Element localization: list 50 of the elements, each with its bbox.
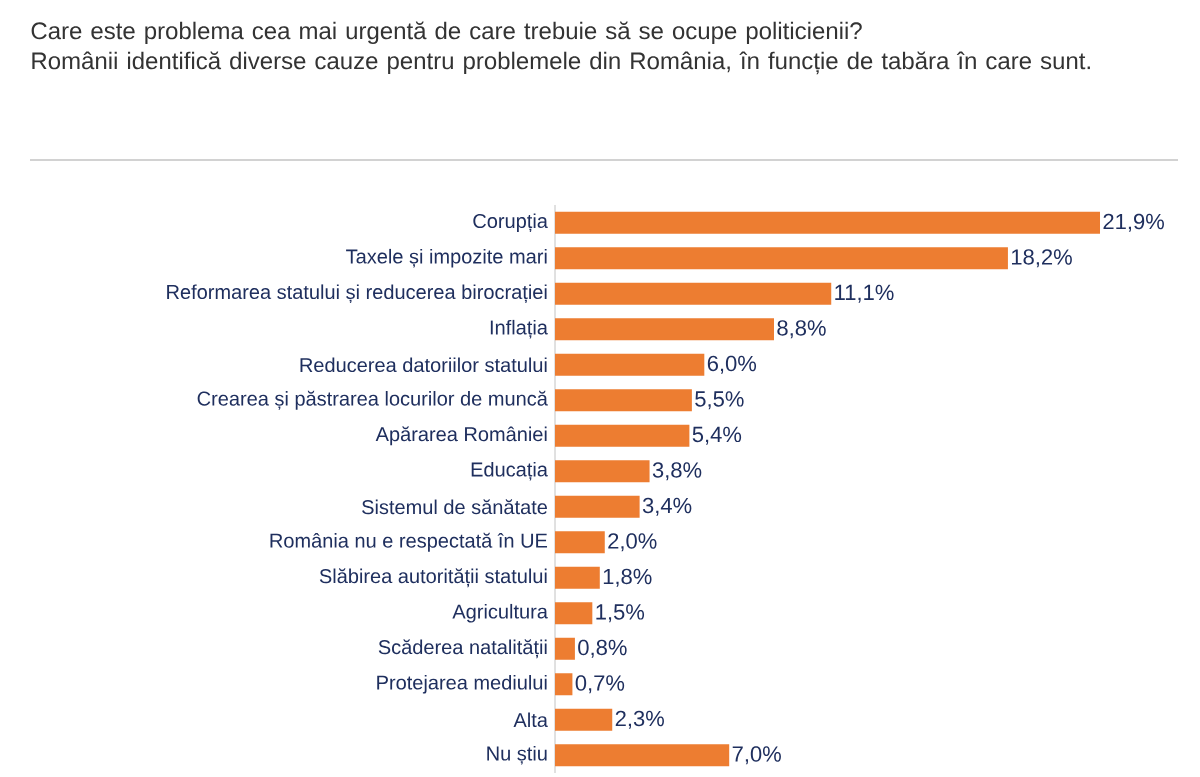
data-label: 18,2% (1011, 249, 1072, 268)
data-label: 6,0% (707, 355, 757, 374)
y-tick-label: Corupția (473, 213, 548, 233)
y-tick-label: Reducerea datoriilor statului (300, 357, 547, 373)
bar (555, 602, 593, 625)
y-tick-label: România nu e respectată în UE (270, 532, 548, 552)
data-label: 0,8% (578, 639, 627, 658)
y-tick-label: Crearea și păstrarea locurilor de muncă (197, 390, 548, 410)
y-tick-label: Alta (513, 712, 548, 728)
data-label: 8,8% (777, 320, 826, 339)
bar (555, 460, 650, 483)
y-tick-label: Educația (471, 461, 548, 481)
y-tick-label: Reformarea statului și reducerea birocrației (167, 284, 547, 304)
y-tick-label: Nu știu (487, 745, 547, 765)
data-label: 11,1% (835, 284, 894, 303)
data-label: 1,8% (603, 568, 652, 587)
data-label: 1,5% (596, 604, 645, 623)
chart-subtitle: Românii identifică diverse cauze pentru problemele din România, în funcție de tabăra în care sunt. (32, 51, 1090, 75)
bar (555, 247, 1008, 270)
y-tick-label: Inflația (490, 319, 548, 339)
data-label: 2,0% (608, 533, 657, 552)
data-label: 3,8% (652, 462, 702, 481)
bar (555, 389, 692, 412)
y-tick-label: Agricultura (452, 603, 548, 623)
data-label: 2,3% (615, 710, 664, 729)
y-tick-label: Slăbirea autorității statului (319, 568, 547, 588)
bar (555, 353, 705, 376)
bar (555, 282, 832, 305)
y-tick-label: Apărarea României (375, 426, 547, 446)
data-label: 21,9% (1103, 213, 1164, 232)
bar (555, 211, 1100, 234)
bar (555, 637, 575, 660)
data-label: 5,4% (692, 426, 742, 445)
data-label: 5,5% (695, 391, 744, 410)
bar (555, 673, 573, 696)
bar (555, 531, 605, 554)
y-tick-label: Protejarea mediului (377, 674, 547, 694)
bar (555, 318, 774, 341)
y-tick-label: Sistemul de sănătate (362, 499, 547, 515)
bar (555, 424, 690, 447)
chart-title: Care este problema cea mai urgentă de care trebuie să se ocupe politicienii? (31, 21, 862, 45)
y-tick-label: Taxele și impozite mari (346, 248, 547, 268)
bar (555, 744, 730, 767)
y-tick-label: Scăderea natalității (378, 639, 547, 659)
data-label: 0,7% (575, 675, 625, 694)
bar (555, 708, 613, 731)
data-label: 7,0% (732, 746, 781, 765)
bar (555, 566, 600, 589)
bar (555, 495, 640, 518)
data-label: 3,4% (642, 497, 692, 516)
